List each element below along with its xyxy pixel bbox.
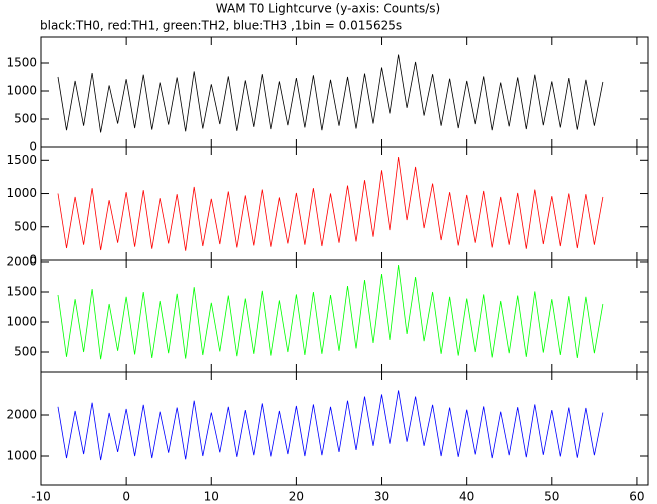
y-tick-label: 500 [14, 111, 37, 125]
light-curve [57, 264, 604, 360]
x-tick-label: 20 [289, 490, 304, 504]
x-tick-label: 30 [374, 490, 389, 504]
x-tick-label: 40 [459, 490, 474, 504]
y-tick-label: 500 [14, 219, 37, 233]
panel-frame [40, 371, 649, 486]
panel-frame [40, 259, 649, 373]
y-tick-label: 1000 [6, 186, 37, 200]
chart-subtitle: black:TH0, red:TH1, green:TH2, blue:TH3 … [40, 19, 402, 33]
y-tick-label: 1500 [6, 284, 37, 298]
y-tick-label: 1000 [6, 83, 37, 97]
y-tick-label: 1000 [6, 315, 37, 329]
light-curve [57, 156, 604, 251]
x-tick-label: -10 [31, 490, 51, 504]
y-tick-label: 2000 [6, 408, 37, 422]
x-tick-label: 0 [122, 490, 130, 504]
x-tick-label: 60 [629, 490, 644, 504]
y-tick-label: 1500 [6, 55, 37, 69]
x-tick-label: 50 [544, 490, 559, 504]
y-tick-label: 500 [14, 345, 37, 359]
y-tick-label: 0 [29, 140, 37, 154]
light-curve [57, 54, 604, 133]
chart-title: WAM T0 Lightcurve (y-axis: Counts/s) [216, 2, 440, 16]
y-tick-label: 2000 [6, 254, 37, 268]
x-tick-label: 10 [204, 490, 219, 504]
y-tick-label: 1500 [6, 153, 37, 167]
y-tick-label: 0 [29, 253, 37, 267]
light-curve [57, 390, 604, 461]
y-tick-label: 1000 [6, 449, 37, 463]
